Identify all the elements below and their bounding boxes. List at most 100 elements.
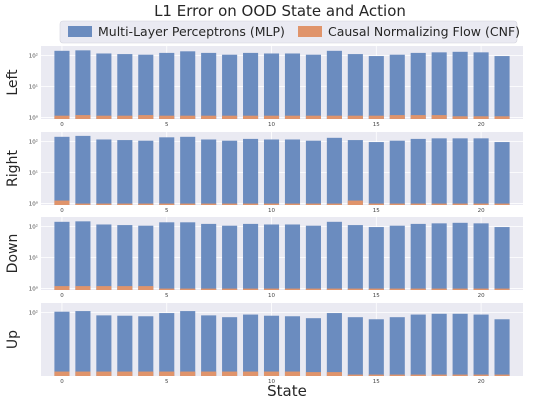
bar-mlp	[305, 225, 321, 290]
bar-mlp	[368, 227, 384, 290]
bar-cnf	[284, 203, 301, 205]
bar-mlp	[263, 53, 280, 119]
bar-cnf	[347, 115, 363, 119]
bar-mlp	[180, 136, 196, 205]
bar-cnf	[159, 371, 175, 376]
x-tick-label: 5	[165, 293, 169, 299]
bar-cnf	[368, 115, 384, 119]
bar-cnf	[54, 200, 70, 205]
x-tick-label: 20	[478, 293, 485, 299]
bar-cnf	[54, 115, 70, 119]
x-tick-label: 15	[373, 293, 380, 299]
bar-mlp	[494, 142, 510, 205]
bar-cnf	[159, 115, 175, 119]
bar-mlp	[96, 139, 112, 205]
bar-cnf	[305, 288, 321, 290]
y-tick-label: 10²	[29, 52, 38, 59]
bar-cnf	[326, 372, 342, 376]
bar-mlp	[75, 311, 91, 376]
bar-mlp	[201, 315, 217, 376]
bar-mlp	[243, 223, 259, 290]
bar-mlp	[431, 52, 447, 120]
legend-label-mlp: Multi-Layer Perceptrons (MLP)	[98, 24, 285, 39]
bar-cnf	[222, 203, 238, 205]
x-tick-label: 0	[60, 379, 64, 385]
bar-cnf	[75, 371, 91, 376]
bar-mlp	[494, 227, 510, 290]
bar-cnf	[201, 371, 217, 376]
bar-mlp	[347, 140, 363, 205]
bar-mlp	[243, 138, 259, 205]
bar-mlp	[243, 52, 259, 119]
panel-background	[41, 132, 523, 205]
bar-mlp	[347, 317, 363, 376]
bar-cnf	[243, 371, 259, 376]
bar-cnf	[138, 286, 154, 290]
x-tick-label: 5	[165, 122, 169, 128]
bar-cnf	[410, 288, 426, 290]
bar-mlp	[305, 318, 321, 376]
bar-mlp	[159, 52, 175, 119]
legend-swatch-mlp	[68, 26, 92, 37]
x-tick-label: 20	[478, 208, 485, 214]
bar-mlp	[180, 51, 196, 119]
bar-cnf	[347, 288, 363, 290]
legend-swatch-cnf	[298, 26, 322, 37]
bar-mlp	[305, 54, 321, 120]
panel-background	[41, 46, 523, 119]
bar-mlp	[180, 222, 196, 290]
x-tick-label: 0	[60, 122, 64, 128]
y-tick-label: 10⁰	[29, 115, 39, 122]
bar-cnf	[389, 115, 405, 119]
bar-mlp	[138, 140, 154, 205]
bar-mlp	[159, 137, 175, 205]
bar-cnf	[180, 115, 196, 119]
x-tick-label: 5	[165, 379, 169, 385]
bar-cnf	[263, 288, 280, 290]
bar-mlp	[368, 319, 384, 376]
bar-mlp	[473, 138, 489, 205]
x-tick-label: 20	[478, 379, 485, 385]
x-tick-label: 10	[268, 122, 275, 128]
bar-cnf	[159, 288, 175, 290]
bar-mlp	[326, 313, 342, 376]
bar-cnf	[389, 288, 405, 290]
bar-cnf	[117, 203, 133, 205]
y-axis-label-right: Right	[5, 150, 21, 187]
bar-mlp	[54, 311, 70, 376]
bar-cnf	[494, 203, 510, 205]
bar-mlp	[222, 140, 238, 205]
bar-mlp	[452, 313, 468, 376]
bar-cnf	[96, 286, 112, 290]
bar-cnf	[138, 115, 154, 119]
bar-cnf	[263, 203, 280, 205]
panel-background	[41, 303, 523, 376]
bar-cnf	[222, 371, 238, 376]
bar-cnf	[96, 115, 112, 119]
bar-cnf	[284, 288, 301, 290]
bar-cnf	[180, 288, 196, 290]
bar-cnf	[410, 115, 426, 119]
bar-cnf	[54, 371, 70, 376]
y-axis-label-left: Left	[5, 69, 21, 96]
x-tick-label: 10	[268, 293, 275, 299]
panels: 10⁰ 10¹ 10² 0 5 10 15 20 Left 10⁰ 10¹ 10² 0 5 10 15 20 Ri…	[5, 46, 523, 385]
bar-cnf	[431, 203, 447, 205]
bar-cnf	[347, 200, 363, 205]
bar-cnf	[263, 371, 280, 376]
panel-up: 10² 0 5 10 15 20 Up	[5, 303, 523, 385]
bar-mlp	[410, 138, 426, 205]
x-tick-label: 15	[373, 208, 380, 214]
legend-label-cnf: Causal Normalizing Flow (CNF)	[328, 24, 520, 39]
bar-cnf	[243, 115, 259, 119]
y-tick-label: 10¹	[29, 169, 38, 176]
bar-mlp	[180, 311, 196, 376]
bar-mlp	[431, 313, 447, 376]
bar-mlp	[368, 142, 384, 205]
bar-cnf	[305, 372, 321, 376]
bar-mlp	[284, 316, 301, 376]
bar-cnf	[326, 115, 342, 119]
bar-cnf	[138, 203, 154, 205]
bar-cnf	[305, 203, 321, 205]
bar-mlp	[222, 225, 238, 290]
